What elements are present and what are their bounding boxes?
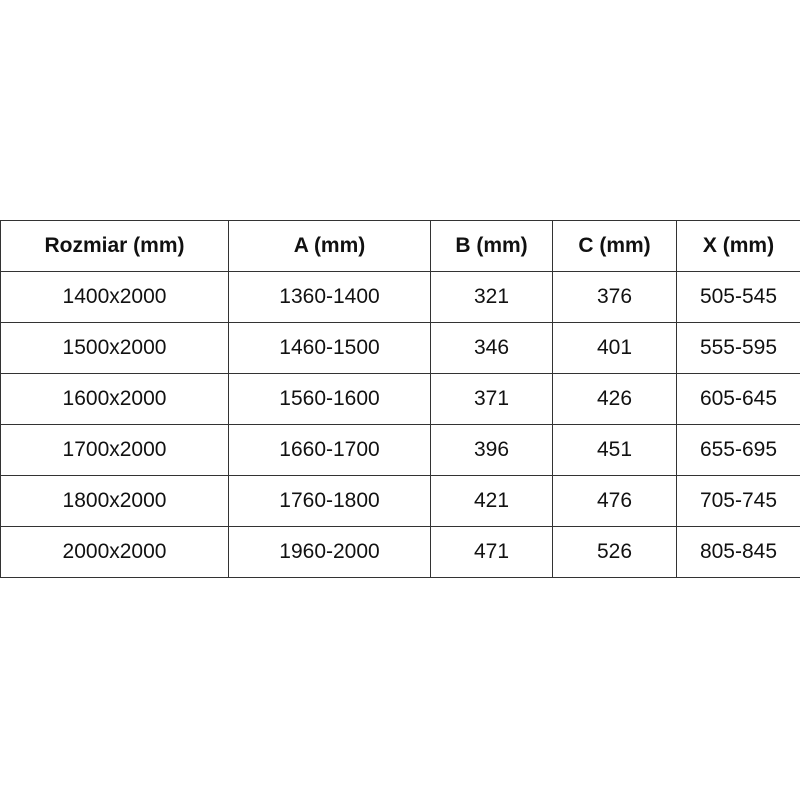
cell-b: 396 xyxy=(430,424,553,476)
cell-a: 1460-1500 xyxy=(228,322,431,374)
cell-x: 805-845 xyxy=(676,526,800,578)
cell-size: 1700x2000 xyxy=(0,424,229,476)
dimensions-table: Rozmiar (mm) A (mm) B (mm) C (mm) X (mm)… xyxy=(0,220,800,578)
cell-size: 1600x2000 xyxy=(0,373,229,425)
header-x: X (mm) xyxy=(676,220,800,272)
cell-size: 1800x2000 xyxy=(0,475,229,527)
cell-size: 1500x2000 xyxy=(0,322,229,374)
cell-c: 476 xyxy=(552,475,677,527)
cell-x: 605-645 xyxy=(676,373,800,425)
table-row: 2000x2000 1960-2000 471 526 805-845 xyxy=(0,526,800,578)
cell-b: 321 xyxy=(430,271,553,323)
header-b: B (mm) xyxy=(430,220,553,272)
cell-c: 451 xyxy=(552,424,677,476)
cell-a: 1360-1400 xyxy=(228,271,431,323)
cell-c: 426 xyxy=(552,373,677,425)
table-row: 1500x2000 1460-1500 346 401 555-595 xyxy=(0,322,800,374)
cell-size: 1400x2000 xyxy=(0,271,229,323)
header-a: A (mm) xyxy=(228,220,431,272)
cell-c: 526 xyxy=(552,526,677,578)
cell-c: 376 xyxy=(552,271,677,323)
table-row: 1700x2000 1660-1700 396 451 655-695 xyxy=(0,424,800,476)
table-row: 1600x2000 1560-1600 371 426 605-645 xyxy=(0,373,800,425)
cell-x: 505-545 xyxy=(676,271,800,323)
cell-x: 655-695 xyxy=(676,424,800,476)
table-row: 1400x2000 1360-1400 321 376 505-545 xyxy=(0,271,800,323)
cell-a: 1760-1800 xyxy=(228,475,431,527)
cell-size: 2000x2000 xyxy=(0,526,229,578)
cell-x: 555-595 xyxy=(676,322,800,374)
cell-c: 401 xyxy=(552,322,677,374)
cell-b: 346 xyxy=(430,322,553,374)
cell-b: 371 xyxy=(430,373,553,425)
header-c: C (mm) xyxy=(552,220,677,272)
cell-b: 421 xyxy=(430,475,553,527)
table-row: 1800x2000 1760-1800 421 476 705-745 xyxy=(0,475,800,527)
header-size: Rozmiar (mm) xyxy=(0,220,229,272)
cell-x: 705-745 xyxy=(676,475,800,527)
cell-a: 1560-1600 xyxy=(228,373,431,425)
header-row: Rozmiar (mm) A (mm) B (mm) C (mm) X (mm) xyxy=(0,220,800,272)
cell-a: 1960-2000 xyxy=(228,526,431,578)
cell-b: 471 xyxy=(430,526,553,578)
cell-a: 1660-1700 xyxy=(228,424,431,476)
